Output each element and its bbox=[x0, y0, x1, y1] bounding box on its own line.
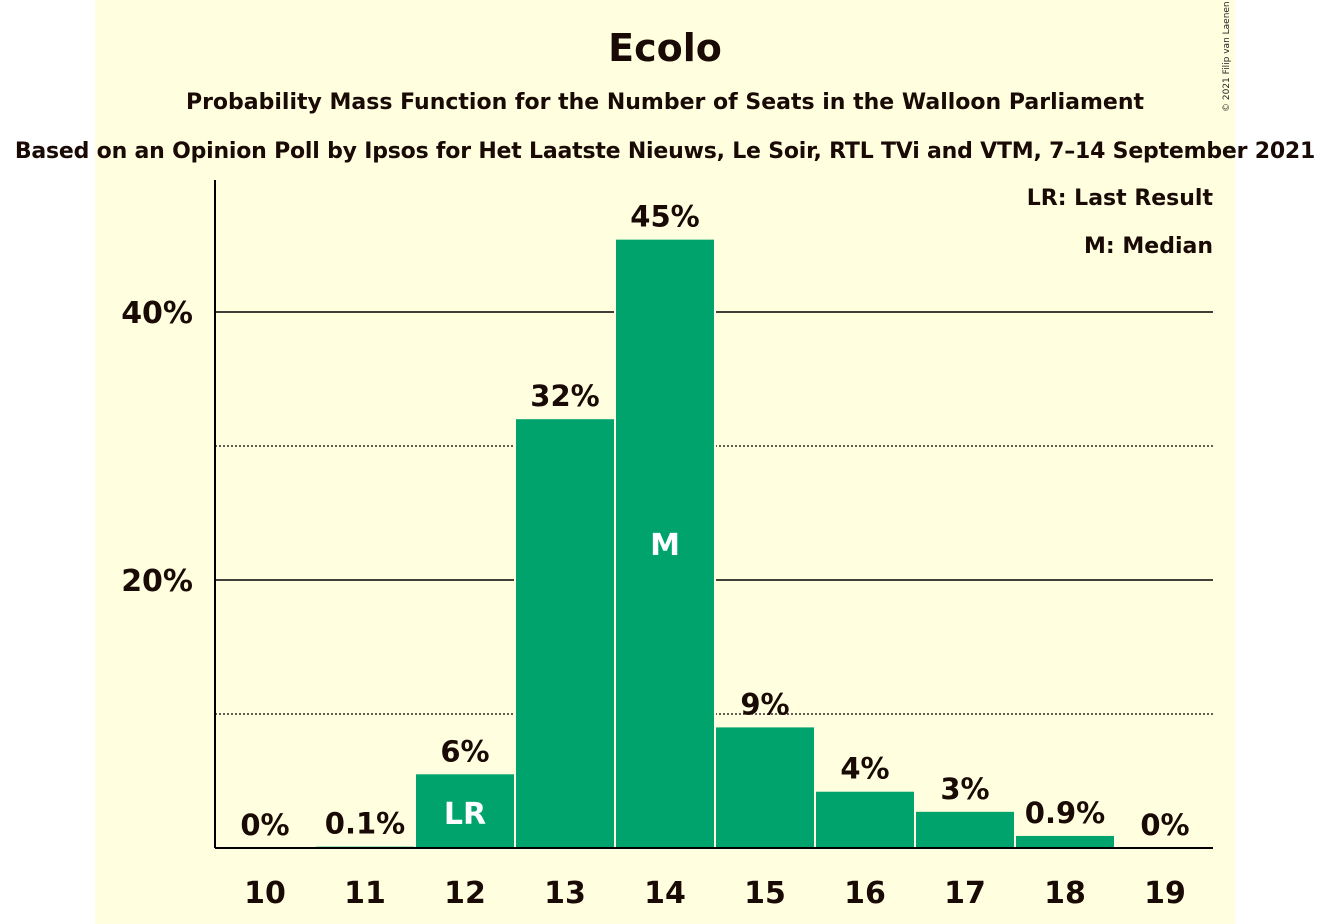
data-label: 0% bbox=[240, 808, 289, 842]
median-marker: M bbox=[650, 528, 680, 563]
x-tick-label: 11 bbox=[344, 876, 386, 911]
bar-seat-16 bbox=[816, 791, 914, 848]
x-tick-label: 19 bbox=[1144, 876, 1186, 911]
chart-subtitle: Probability Mass Function for the Number… bbox=[185, 90, 1145, 115]
x-tick-label: 18 bbox=[1044, 876, 1086, 911]
legend-median: M: Median bbox=[1084, 234, 1213, 259]
bar-seat-18 bbox=[1016, 835, 1114, 848]
data-label: 0% bbox=[1140, 808, 1189, 842]
last-result-marker: LR bbox=[444, 797, 486, 832]
y-tick-label: 40% bbox=[121, 296, 193, 331]
bar-seat-12 bbox=[416, 774, 514, 848]
data-label: 0.1% bbox=[325, 807, 405, 841]
x-tick-label: 14 bbox=[644, 876, 686, 911]
data-label: 6% bbox=[440, 734, 489, 768]
data-label: 45% bbox=[630, 200, 699, 234]
x-tick-label: 10 bbox=[244, 876, 286, 911]
data-label: 4% bbox=[840, 752, 889, 786]
x-tick-label: 17 bbox=[944, 876, 986, 911]
legend-last-result: LR: Last Result bbox=[1026, 186, 1213, 211]
data-label: 3% bbox=[940, 772, 989, 806]
x-tick-label: 12 bbox=[444, 876, 486, 911]
bar-seat-15 bbox=[716, 727, 814, 848]
bar-seat-14 bbox=[616, 239, 714, 848]
data-label: 32% bbox=[530, 379, 599, 413]
data-label: 9% bbox=[740, 687, 789, 721]
x-tick-label: 13 bbox=[544, 876, 586, 911]
chart-source-note: Based on an Opinion Poll by Ipsos for He… bbox=[14, 139, 1316, 164]
x-tick-label: 15 bbox=[744, 876, 786, 911]
chart-title: Ecolo bbox=[608, 26, 722, 70]
data-label: 0.9% bbox=[1025, 796, 1105, 830]
bar-seat-13 bbox=[516, 419, 614, 848]
y-tick-label: 20% bbox=[121, 564, 193, 599]
x-tick-label: 16 bbox=[844, 876, 886, 911]
bar-seat-17 bbox=[916, 811, 1014, 848]
